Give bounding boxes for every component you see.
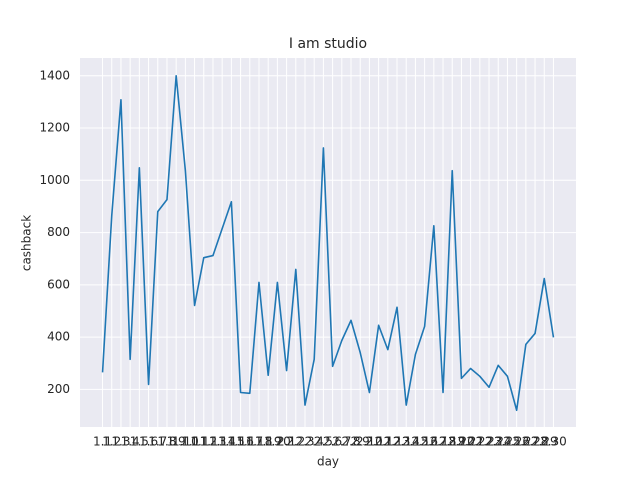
x-tick-label: 2.19 <box>439 435 466 449</box>
y-tick-label: 1000 <box>39 173 70 187</box>
x-tick-label: 2.27 <box>512 435 539 449</box>
x-tick-label: 1.6 <box>139 435 158 449</box>
x-tick-label: 2.4 <box>305 435 324 449</box>
x-tick-label: 2.3 <box>295 435 314 449</box>
x-tick-label: 1.18 <box>246 435 273 449</box>
x-tick-label: 2.24 <box>485 435 512 449</box>
x-tick-label: 2.9 <box>351 435 370 449</box>
x-tick-label: 2.17 <box>420 435 447 449</box>
x-tick-label: 2.12 <box>374 435 401 449</box>
y-tick-label: 800 <box>47 225 70 239</box>
x-tick-label: 2.23 <box>476 435 503 449</box>
x-axis-label: day <box>317 455 339 469</box>
x-tick-label: 2.29 <box>531 435 558 449</box>
y-tick-label: 1400 <box>39 68 70 82</box>
y-tick-label: 600 <box>47 277 70 291</box>
line <box>101 74 555 412</box>
x-tick-label: 2.5 <box>314 435 333 449</box>
marks <box>101 74 555 412</box>
chart-title: I am studio <box>289 36 367 52</box>
x-tick-label: 1.8 <box>157 435 176 449</box>
x-tick-label: 2.13 <box>384 435 411 449</box>
x-tick-label: 1.11 <box>181 435 208 449</box>
x-tick-label: 2.16 <box>411 435 438 449</box>
x-tick-label: 1.17 <box>236 435 263 449</box>
x-tick-label: 1.3 <box>111 435 130 449</box>
x-tick-label: 1.16 <box>227 435 254 449</box>
x-tick-label: 2.2 <box>286 435 305 449</box>
x-tick-label: 1.2 <box>102 435 121 449</box>
x-tick-label: 2.14 <box>393 435 420 449</box>
x-tick-label: 1.19 <box>255 435 282 449</box>
x-tick-label: 2.10 <box>356 435 383 449</box>
y-tick-label: 200 <box>47 382 70 396</box>
x-tick-label: 2.20 <box>448 435 475 449</box>
x-tick-label: 1.13 <box>200 435 227 449</box>
x-tick-label: 1.10 <box>172 435 199 449</box>
x-tick-label: 2.22 <box>466 435 493 449</box>
x-tick-label: 1.20 <box>264 435 291 449</box>
x-tick-label: 2.28 <box>522 435 549 449</box>
x-tick-label: 2.8 <box>341 435 360 449</box>
x-tick-label: 1.15 <box>218 435 245 449</box>
x-tick-label: 1.14 <box>209 435 236 449</box>
y-tick-label: 1200 <box>39 121 70 135</box>
x-tick-label: 2.6 <box>323 435 342 449</box>
x-tick-label: 2.26 <box>503 435 530 449</box>
grid <box>80 58 576 427</box>
x-tick-label: 2.1 <box>277 435 296 449</box>
x-tick-label: 1.12 <box>190 435 217 449</box>
x-tick-label: 2.11 <box>365 435 392 449</box>
y-axis-label: cashback <box>20 215 34 271</box>
x-tick-label: 2.30 <box>540 435 567 449</box>
x-tick-label: 2.7 <box>332 435 351 449</box>
x-tick-label: 2.21 <box>457 435 484 449</box>
x-tick-label: 2.15 <box>402 435 429 449</box>
x-tick-label: 1.4 <box>121 435 140 449</box>
y-tick-label: 400 <box>47 330 70 344</box>
x-tick-label: 2.18 <box>430 435 457 449</box>
x-tick-label: 2.25 <box>494 435 521 449</box>
x-tick-label: 1.1 <box>93 435 112 449</box>
x-tick-label: 1.9 <box>167 435 186 449</box>
x-tick-label: 1.5 <box>130 435 149 449</box>
x-tick-label: 1.7 <box>148 435 167 449</box>
